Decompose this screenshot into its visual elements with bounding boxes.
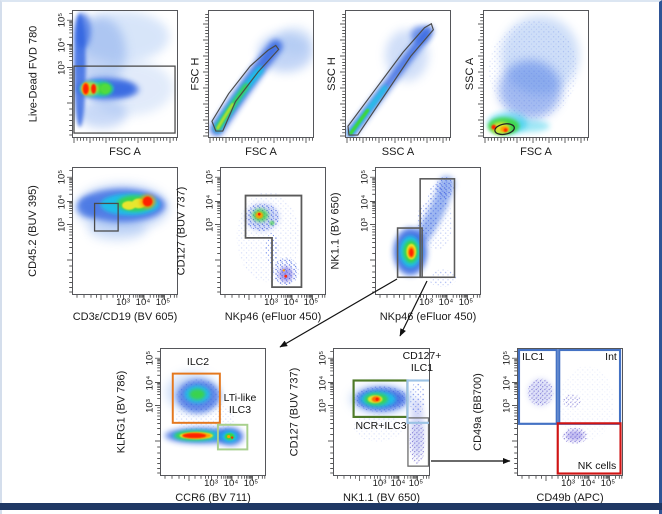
plot-area: ILC1 Int NK cells bbox=[517, 348, 623, 476]
density-map bbox=[346, 22, 434, 137]
y-tick-marks bbox=[215, 169, 220, 293]
density-map bbox=[209, 26, 313, 137]
y-tick-marks bbox=[203, 14, 208, 137]
x-axis-label: FSC A bbox=[109, 146, 141, 158]
y-axis-label: SSC A bbox=[464, 57, 476, 91]
x-tick-marks bbox=[164, 476, 266, 481]
x-axis-label: FSC A bbox=[245, 146, 277, 158]
gate-cd127pos-ilc1 bbox=[406, 379, 429, 424]
x-axis-label: SSC A bbox=[381, 146, 415, 158]
plot-area bbox=[72, 167, 178, 295]
gate-ilc1 bbox=[518, 349, 558, 425]
gate-nk-cells bbox=[556, 422, 622, 475]
y-tick-marks bbox=[478, 14, 483, 137]
plot-area bbox=[345, 10, 451, 138]
plot-cd127-nk11: CD127 (BUV 737) 10³ 10⁴ 10⁵ bbox=[288, 348, 441, 504]
density-map bbox=[349, 379, 429, 467]
y-axis-label: CD127 (BUV 737) bbox=[288, 367, 300, 457]
y-axis-label: CD49a (BB700) bbox=[472, 373, 484, 451]
density-map bbox=[487, 15, 580, 136]
x-tick-marks bbox=[337, 476, 430, 481]
x-tick-labels: 10³ 10⁴ 10⁵ bbox=[116, 297, 171, 308]
x-axis-label: NK1.1 (BV 650) bbox=[342, 492, 421, 504]
gate-label-cd127pos-ilc1: CD127+ ILC1 bbox=[402, 350, 442, 374]
y-tick-marks bbox=[67, 169, 72, 293]
x-axis-label: CD49b (APC) bbox=[536, 492, 604, 504]
plot-area: ILC2 LTi-like ILC3 bbox=[160, 348, 266, 476]
density-map bbox=[518, 349, 622, 475]
x-tick-marks bbox=[346, 138, 450, 143]
plot-fsc-singlets: FSC H FSC A bbox=[189, 10, 314, 158]
plot-area bbox=[208, 10, 314, 138]
x-tick-labels: 10³ 10⁴ 10⁵ bbox=[561, 478, 616, 489]
plot-lymphocytes: SSC A FSC A bbox=[464, 10, 589, 158]
gate-cd127-nkp46 bbox=[244, 194, 303, 288]
density-map bbox=[164, 372, 249, 451]
x-tick-labels: 10³ 10⁴ 10⁵ bbox=[204, 478, 259, 489]
plot-cd127-nkp46: CD127 (BUV 737) 10³ 10⁴ 10⁵ bbox=[175, 167, 326, 323]
plot-area bbox=[483, 10, 589, 138]
x-axis-label: NKp46 (eFluor 450) bbox=[224, 311, 322, 323]
density-map bbox=[73, 11, 176, 134]
gate-label-int: Int bbox=[605, 351, 617, 363]
gate-label-ilc1: ILC1 bbox=[522, 351, 545, 363]
y-tick-marks bbox=[155, 350, 160, 474]
density-map bbox=[393, 175, 457, 288]
figure-bottom-bar bbox=[0, 503, 662, 510]
plot-cd49a-cd49b: CD49a (BB700) 10³ 10⁴ 10⁵ ILC1 Int NK ce… bbox=[472, 348, 623, 504]
plot-cd45-dump: CD45.2 (BUV 395) 10³ 10⁴ 10⁵ bbox=[27, 167, 178, 323]
gate-ssc-singlets bbox=[347, 22, 434, 136]
x-tick-labels: 10³ 10⁴ 10⁵ bbox=[372, 478, 424, 489]
x-tick-marks bbox=[521, 476, 623, 481]
plot-ssc-singlets: SSC H SSC A bbox=[326, 10, 451, 158]
density-map bbox=[236, 191, 303, 288]
y-axis-label: CD45.2 (BUV 395) bbox=[27, 185, 39, 277]
plot-area: CD127+ ILC1 NCR+ILC3 bbox=[333, 348, 441, 476]
x-tick-labels: 10³ 10⁴ 10⁵ bbox=[419, 297, 474, 308]
x-tick-labels: 10³ 10⁴ 10⁵ bbox=[264, 297, 319, 308]
gate-lti-like-ilc3 bbox=[216, 423, 249, 451]
gate-lineage-negative bbox=[93, 202, 119, 232]
x-axis-label: CD3ε/CD19 (BV 605) bbox=[72, 311, 178, 323]
y-axis-label: FSC H bbox=[189, 57, 201, 91]
x-axis-label: CCR6 (BV 711) bbox=[175, 492, 251, 504]
gate-lymphocytes bbox=[494, 123, 515, 136]
y-tick-marks bbox=[340, 14, 345, 137]
plot-area bbox=[72, 10, 178, 138]
plot-viability: Live-Dead FVD 780 10³ 10⁴ 10⁵ bbox=[27, 10, 178, 158]
gate-nkp46-positive bbox=[419, 178, 456, 279]
gate-label-nk-cells: NK cells bbox=[577, 460, 617, 472]
gate-nk11-pos-cd127-neg bbox=[407, 417, 429, 467]
density-map bbox=[74, 183, 170, 241]
plot-area bbox=[220, 167, 326, 295]
y-axis-label: CD127 (BUV 737) bbox=[175, 186, 187, 276]
x-tick-marks bbox=[73, 138, 177, 143]
gate-nkp46-negative bbox=[396, 227, 423, 279]
y-tick-marks bbox=[328, 350, 333, 474]
y-axis-label: KLRG1 (BV 786) bbox=[115, 370, 128, 454]
plot-nk11-nkp46: NK1.1 (BV 650) 10³ 10⁴ 10⁵ bbox=[330, 167, 481, 323]
x-axis-label: FSC A bbox=[520, 146, 552, 158]
x-tick-marks bbox=[76, 295, 178, 300]
x-tick-marks bbox=[209, 138, 313, 143]
gate-label-ilc2: ILC2 bbox=[186, 356, 210, 368]
gate-label-lti-like-ilc3: LTi-like ILC3 bbox=[223, 392, 257, 416]
plot-area bbox=[375, 167, 481, 295]
gate-live-cells bbox=[73, 65, 176, 134]
y-axis-label: NK1.1 (BV 650) bbox=[330, 192, 343, 270]
x-axis-label: NKp46 (eFluor 450) bbox=[379, 311, 477, 323]
y-axis-label: SSC H bbox=[326, 57, 338, 91]
plot-klrg1-ccr6: KLRG1 (BV 786) 10³ 10⁴ 10⁵ bbox=[115, 348, 266, 504]
gate-label-ncr-ilc3: NCR+ILC3 bbox=[355, 420, 407, 432]
gate-ilc2 bbox=[171, 372, 221, 424]
x-tick-marks bbox=[484, 138, 588, 143]
y-tick-marks bbox=[512, 350, 517, 474]
y-tick-marks bbox=[370, 169, 375, 293]
y-axis-label: Live-Dead FVD 780 bbox=[27, 25, 40, 123]
y-tick-marks bbox=[67, 12, 72, 136]
gate-fsc-singlets bbox=[211, 44, 280, 132]
